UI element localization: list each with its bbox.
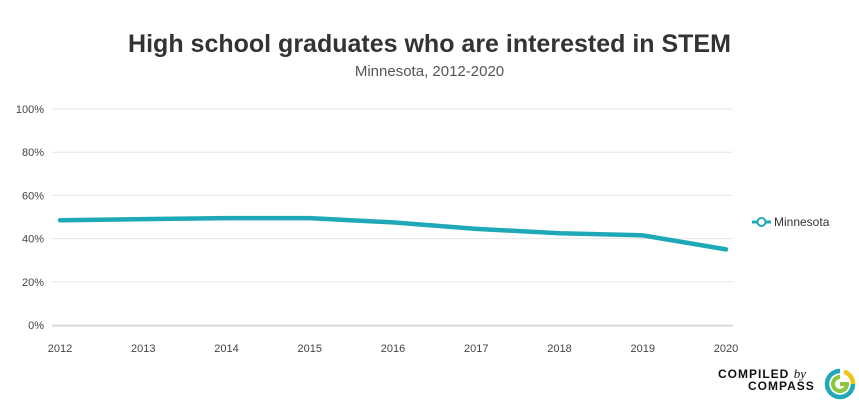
x-tick-label: 2017	[464, 343, 488, 355]
x-tick-label: 2016	[381, 343, 405, 355]
logo-compass-text: COMPASS	[748, 379, 815, 393]
y-tick-label: 20%	[22, 277, 44, 289]
logo-by-text: by	[793, 366, 806, 381]
chart-subtitle: Minnesota, 2012-2020	[354, 63, 505, 80]
x-tick-label: 2015	[298, 343, 322, 355]
legend-label: Minnesota	[774, 215, 830, 229]
x-tick-label: 2018	[547, 343, 571, 355]
chart-title: High school graduates who are interested…	[128, 30, 731, 58]
x-tick-label: 2020	[714, 343, 738, 355]
compass-logo-icon	[824, 368, 856, 400]
y-tick-label: 0%	[28, 320, 44, 332]
x-tick-label: 2013	[131, 343, 155, 355]
y-tick-label: 40%	[22, 234, 44, 246]
y-tick-label: 100%	[16, 104, 44, 116]
legend-swatch-marker	[756, 217, 767, 227]
series-line-minnesota	[57, 215, 729, 252]
compiled-by-compass-logo: COMPILED by COMPASS	[718, 366, 858, 401]
y-tick-label: 60%	[22, 190, 44, 202]
x-tick-label: 2014	[214, 343, 238, 355]
logo-wordmark: COMPILED by COMPASS	[718, 366, 815, 393]
x-tick-label: 2019	[631, 343, 655, 355]
y-tick-label: 80%	[22, 147, 44, 159]
logo-compiled-text: COMPILED	[718, 367, 790, 381]
x-tick-label: 2012	[48, 343, 72, 355]
